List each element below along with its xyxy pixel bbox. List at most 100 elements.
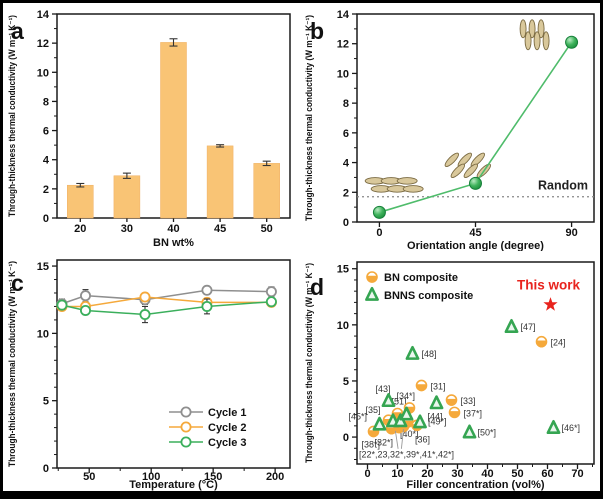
y-tick-label: 15 bbox=[37, 261, 49, 273]
legend-label: BN composite bbox=[384, 272, 458, 284]
y-tick-label: 0 bbox=[343, 432, 349, 444]
citation-ref-label: [48] bbox=[422, 349, 437, 359]
x-tick-label: 20 bbox=[74, 223, 86, 235]
bnns-composite-marker bbox=[429, 395, 444, 410]
platelet-orientation-illustration bbox=[364, 177, 424, 193]
citation-ref-label: [33] bbox=[461, 396, 476, 406]
x-tick-label: 10 bbox=[391, 468, 403, 480]
sphere-marker bbox=[469, 176, 482, 190]
series-cycle-3 bbox=[56, 296, 277, 324]
x-tick-label: 0 bbox=[376, 227, 382, 239]
citation-ref-label: [36] bbox=[415, 434, 430, 444]
x-tick-label: 40 bbox=[481, 468, 493, 480]
y-tick-label: 12 bbox=[337, 39, 349, 51]
citation-ref-label: [40*] bbox=[400, 429, 419, 439]
x-tick-label: 30 bbox=[121, 223, 133, 235]
y-tick-label: 0 bbox=[43, 213, 49, 225]
bn-composite-marker bbox=[445, 394, 458, 406]
y-tick-label: 4 bbox=[43, 155, 50, 167]
y-tick-label: 4 bbox=[343, 158, 350, 170]
x-tick-label: 50 bbox=[83, 471, 95, 483]
bnns-composite-marker bbox=[546, 419, 561, 434]
bnns-composite-marker bbox=[413, 414, 427, 429]
y-tick-label: 0 bbox=[43, 463, 49, 475]
cycle-marker bbox=[80, 304, 92, 316]
bnns-composite-marker bbox=[381, 393, 396, 408]
panel-letter: d bbox=[310, 274, 324, 300]
y-tick-label: 2 bbox=[43, 184, 49, 196]
x-tick-label: 200 bbox=[266, 471, 284, 483]
panel-a-bar-chart: 0 2 4 6 8 10 12 14 20 30 40 45 50 BN wt% Through-thick… bbox=[7, 9, 291, 249]
legend: Cycle 1 Cycle 2 Cycle 3 bbox=[169, 406, 247, 449]
x-tick-label: 60 bbox=[541, 468, 553, 480]
random-label: Random bbox=[538, 179, 588, 193]
bnns-composite-marker bbox=[399, 406, 414, 421]
bnns-composite-marker bbox=[405, 345, 420, 360]
y-tick-label: 2 bbox=[343, 187, 349, 199]
cycle-marker bbox=[139, 291, 151, 303]
plot-frame bbox=[56, 259, 291, 469]
this-work-label: This work bbox=[517, 278, 581, 293]
citation-ref-label: [47] bbox=[521, 322, 536, 332]
random-reference: Random bbox=[357, 179, 594, 198]
legend: BN composite BNNS composite bbox=[365, 271, 473, 302]
series-bnns-composite bbox=[372, 318, 561, 439]
y-tick-label: 5 bbox=[43, 396, 49, 408]
legend-label: BNNS composite bbox=[384, 290, 473, 302]
x-tick-label: 150 bbox=[204, 471, 222, 483]
y-tick-label: 0 bbox=[343, 217, 349, 229]
y-tick-label: 10 bbox=[37, 328, 49, 340]
panel-letter: b bbox=[310, 18, 324, 44]
y-axis-title: Through-thickness thermal conductivity (… bbox=[304, 15, 314, 221]
legend-label: Cycle 3 bbox=[208, 437, 247, 449]
y-tick-label: 5 bbox=[343, 376, 349, 388]
x-axis-title: Orientation angle (degree) bbox=[407, 240, 544, 251]
bar bbox=[253, 163, 280, 219]
panel-letter: a bbox=[11, 18, 24, 44]
legend-label: Cycle 2 bbox=[208, 422, 247, 434]
legend-marker bbox=[180, 421, 192, 433]
citation-ref-label: [43] bbox=[376, 384, 391, 394]
cycle-marker bbox=[56, 299, 68, 311]
this-work-star bbox=[543, 297, 558, 311]
citation-ref-label: [44] bbox=[428, 411, 443, 421]
citation-ref-label: [45*] bbox=[349, 412, 368, 422]
sphere-marker bbox=[372, 205, 386, 219]
legend-marker bbox=[180, 436, 192, 448]
y-tick-label: 10 bbox=[337, 320, 349, 332]
citation-ref-label: [31] bbox=[431, 381, 446, 391]
citation-ref-label: [35] bbox=[366, 405, 381, 415]
cycle-line bbox=[61, 296, 272, 308]
x-axis-title: Temperature (°C) bbox=[129, 479, 218, 491]
legend-marker bbox=[180, 406, 192, 418]
leader-line bbox=[400, 428, 404, 449]
cycle-marker bbox=[201, 284, 213, 296]
y-tick-label: 14 bbox=[37, 9, 50, 21]
platelet-orientation-illustration bbox=[519, 19, 550, 51]
bnns-composite-marker bbox=[372, 416, 387, 431]
axes: 0 2 4 6 8 10 12 14 0 45 90 Orientation angle (degre… bbox=[304, 9, 595, 251]
cycle-marker bbox=[265, 286, 277, 298]
x-axis-title: Filler concentration (vol%) bbox=[406, 479, 544, 491]
citation-ref-label: [46*] bbox=[562, 423, 581, 433]
y-tick-label: 6 bbox=[343, 128, 349, 140]
y-tick-label: 15 bbox=[337, 264, 349, 276]
panel-c-cycle-line-chart: 0 5 10 15 50 100 150 200 Temperature (°C) Through… bbox=[7, 259, 291, 491]
panel-grid: 0 2 4 6 8 10 12 14 20 30 40 45 50 BN wt% Through-thick… bbox=[3, 3, 600, 491]
axes: 0 5 10 15 0 10 20 30 40 50 60 70 Filler concentratio… bbox=[304, 261, 595, 491]
bn-composite-marker bbox=[448, 406, 461, 419]
plot-frame bbox=[356, 261, 595, 465]
bar bbox=[67, 184, 94, 219]
bar bbox=[113, 175, 141, 219]
bars bbox=[67, 38, 280, 219]
axes: 0 5 10 15 50 100 150 200 Temperature (°C) Through… bbox=[7, 259, 291, 491]
citation-ref-label: [24] bbox=[551, 338, 566, 348]
cycle-line bbox=[61, 300, 272, 316]
citation-ref-label: [49*] bbox=[428, 416, 447, 426]
y-tick-label: 6 bbox=[43, 126, 49, 138]
x-tick-label: 45 bbox=[214, 223, 226, 235]
cycle-marker bbox=[80, 290, 92, 302]
bn-composite-marker bbox=[415, 379, 428, 392]
citation-ref-label: [50*] bbox=[478, 428, 497, 438]
citation-ref-label: [32*] bbox=[375, 438, 394, 448]
